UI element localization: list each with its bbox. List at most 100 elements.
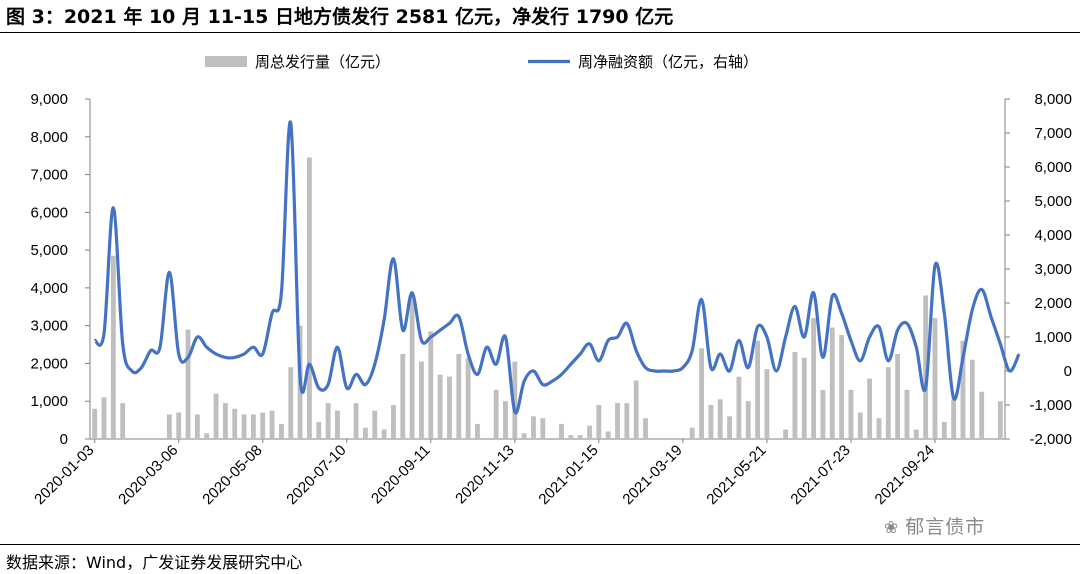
x-tick-label: 2020-05-08 <box>199 442 265 508</box>
bar <box>325 403 331 439</box>
watermark: ❀ 郁言债市 <box>884 512 985 539</box>
bar <box>932 318 938 439</box>
bar <box>409 293 415 439</box>
x-tick-label: 2020-07-10 <box>283 442 349 508</box>
legend-bar-swatch <box>205 56 247 67</box>
bar <box>278 423 284 439</box>
bar <box>876 418 882 439</box>
bar <box>260 412 266 439</box>
bar <box>969 359 975 439</box>
bar <box>92 408 98 439</box>
bar <box>428 331 434 439</box>
y-right-tick-label: 4,000 <box>1034 227 1072 244</box>
y-left-tick-label: 6,000 <box>30 204 68 221</box>
net-financing-line <box>93 120 1021 415</box>
bar <box>923 295 929 439</box>
bar <box>503 401 508 439</box>
bar <box>997 401 1003 439</box>
legend-line-label: 周净融资额（亿元，右轴） <box>578 53 758 71</box>
bar <box>941 422 947 439</box>
bar <box>829 327 835 439</box>
y-right-tick-label: 3,000 <box>1034 261 1072 278</box>
bar <box>465 357 471 439</box>
bar <box>643 418 648 439</box>
bar <box>895 354 901 439</box>
x-tick-label: 2020-11-13 <box>452 442 517 507</box>
bar <box>979 391 985 439</box>
bar <box>867 378 873 439</box>
x-tick-label: 2020-03-06 <box>115 442 181 508</box>
bar <box>120 403 126 439</box>
bar <box>727 416 732 439</box>
bar <box>596 405 602 439</box>
y-left-tick-label: 1,000 <box>30 393 68 410</box>
bar <box>736 376 742 439</box>
bar <box>512 361 518 439</box>
bar <box>306 157 312 440</box>
y-left-tick-label: 2,000 <box>30 355 68 372</box>
bar <box>951 399 957 439</box>
bar <box>166 414 172 439</box>
source-note: 数据来源：Wind，广发证券发展研究中心 <box>6 553 303 572</box>
y-right-tick-label: -1,000 <box>1029 397 1072 414</box>
bar <box>400 354 406 439</box>
y-left-tick-label: 8,000 <box>30 129 68 146</box>
x-tick-label: 2021-07-23 <box>787 442 853 508</box>
chart-svg: 0 1,000 2,000 3,000 4,000 5,000 6,000 7,000 8,00… <box>30 53 1072 508</box>
y-right-tick-label: 6,000 <box>1034 159 1072 176</box>
bar <box>717 399 723 439</box>
bar <box>437 374 443 439</box>
y-right-tick-label: -2,000 <box>1029 431 1072 448</box>
bar <box>185 329 191 439</box>
y-left-tick-label: 4,000 <box>30 280 68 297</box>
bar <box>363 427 368 439</box>
x-tick-label: 2021-01-15 <box>535 442 601 508</box>
legend-bar-label: 周总发行量（亿元） <box>255 53 390 71</box>
bar <box>904 389 910 439</box>
bar <box>699 348 704 439</box>
bar <box>176 412 182 439</box>
y-left-tick-label: 7,000 <box>30 167 68 184</box>
bar <box>419 361 424 439</box>
bar <box>708 405 714 439</box>
chart-container: 0 1,000 2,000 3,000 4,000 5,000 6,000 7,000 8,00… <box>0 34 1080 544</box>
x-tick-label: 2020-01-03 <box>31 442 97 508</box>
bar <box>250 414 256 439</box>
y-left-tick-label: 0 <box>60 431 68 448</box>
bar <box>885 367 891 439</box>
bar <box>194 414 200 439</box>
wechat-icon: ❀ <box>884 518 900 538</box>
bar <box>587 425 592 439</box>
bar <box>615 403 620 439</box>
bar <box>222 403 228 439</box>
bar <box>783 429 789 439</box>
y-left-tick-label: 9,000 <box>30 91 68 108</box>
bar <box>372 410 378 439</box>
bar <box>269 410 275 439</box>
bar <box>447 376 452 439</box>
bar <box>475 423 480 439</box>
bar <box>456 354 462 439</box>
bar <box>755 340 761 439</box>
y-right-tick-label: 2,000 <box>1034 295 1072 312</box>
bar <box>110 255 116 439</box>
x-tick-label: 2020-09-11 <box>368 442 433 507</box>
y-right-tick-label: 8,000 <box>1034 91 1072 108</box>
bar <box>334 410 340 439</box>
bar <box>288 367 294 439</box>
bar <box>521 433 527 439</box>
y-right-tick-label: 5,000 <box>1034 193 1072 210</box>
bar <box>624 403 630 439</box>
y-right-tick-label: 1,000 <box>1034 329 1072 346</box>
bar <box>241 414 247 439</box>
bar <box>811 318 817 439</box>
bar <box>559 423 564 439</box>
bar <box>913 429 919 439</box>
figure-title: 图 3：2021 年 10 月 11-15 日地方债发行 2581 亿元，净发行… <box>6 6 674 28</box>
bar <box>745 401 751 439</box>
bar <box>820 389 826 439</box>
x-tick-label: 2021-05-21 <box>703 442 769 508</box>
x-tick-label: 2021-03-19 <box>619 442 685 508</box>
watermark-text: 郁言债市 <box>905 516 986 538</box>
bar <box>577 435 583 439</box>
